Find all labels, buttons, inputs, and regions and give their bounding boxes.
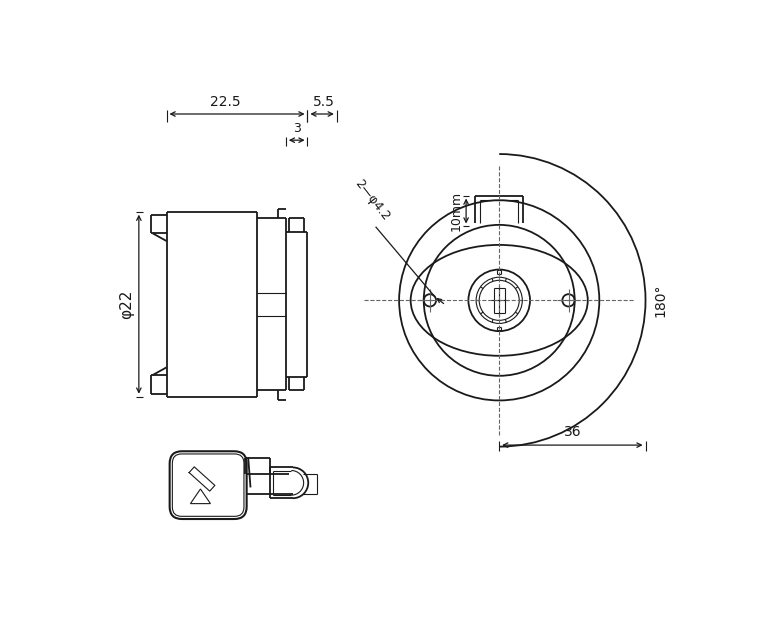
Text: 180°: 180° [653, 284, 667, 317]
Text: φ22: φ22 [119, 290, 134, 319]
Text: 22.5: 22.5 [210, 94, 241, 108]
Text: 3: 3 [293, 122, 301, 135]
Text: 36: 36 [563, 425, 581, 439]
Text: 2—φ4.2: 2—φ4.2 [352, 177, 392, 223]
Text: 10mm: 10mm [449, 191, 462, 231]
Text: 5.5: 5.5 [313, 94, 335, 108]
